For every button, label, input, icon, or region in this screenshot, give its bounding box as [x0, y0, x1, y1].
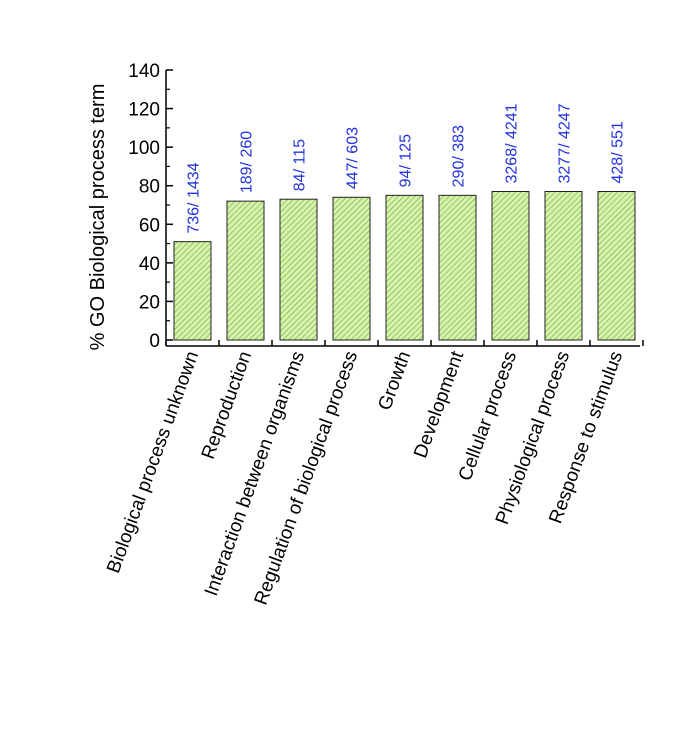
bar — [597, 191, 636, 341]
data-label: 189/ 260 — [239, 131, 256, 193]
category-label: Biological process unknown — [103, 349, 203, 577]
y-tick-label: 0 — [149, 331, 160, 352]
data-label: 290/ 383 — [451, 125, 468, 187]
data-label: 3277/ 4247 — [557, 103, 574, 183]
category-label: Regulation of biological process — [251, 349, 362, 608]
y-tick-label: 100 — [128, 138, 160, 159]
data-label: 84/ 115 — [292, 139, 309, 191]
data-label: 94/ 125 — [398, 134, 415, 187]
labels-group: 736/ 1434 Biological process unknown 189/ … — [103, 103, 627, 607]
bar — [491, 191, 530, 341]
bar — [544, 191, 583, 341]
bar — [173, 241, 212, 341]
bar — [438, 194, 477, 341]
axes: 0 20 40 60 80 100 120 140 % GO Biological proces… — [87, 61, 644, 352]
category-label: Cellular process — [455, 349, 521, 484]
y-tick-label: 80 — [139, 177, 160, 198]
y-tick-label: 60 — [139, 215, 160, 236]
data-label: 447/ 603 — [345, 127, 362, 189]
bar — [332, 196, 371, 341]
bar — [279, 198, 318, 341]
category-label: Interaction between organisms — [201, 349, 309, 599]
data-label: 736/ 1434 — [186, 162, 203, 233]
bars-group — [173, 191, 636, 341]
category-label: Reproduction — [198, 349, 256, 462]
bar — [226, 200, 265, 341]
y-axis-title: % GO Biological process term — [87, 84, 109, 351]
y-tick-label: 20 — [139, 292, 160, 313]
category-label: Growth — [375, 349, 416, 414]
category-label: Development — [410, 348, 468, 461]
data-label: 428/ 551 — [610, 121, 627, 183]
data-label: 3268/ 4241 — [504, 103, 521, 183]
bar — [385, 194, 424, 341]
y-tick-label: 40 — [139, 254, 160, 275]
y-tick-label: 140 — [128, 61, 160, 82]
y-tick-label: 120 — [128, 100, 160, 121]
